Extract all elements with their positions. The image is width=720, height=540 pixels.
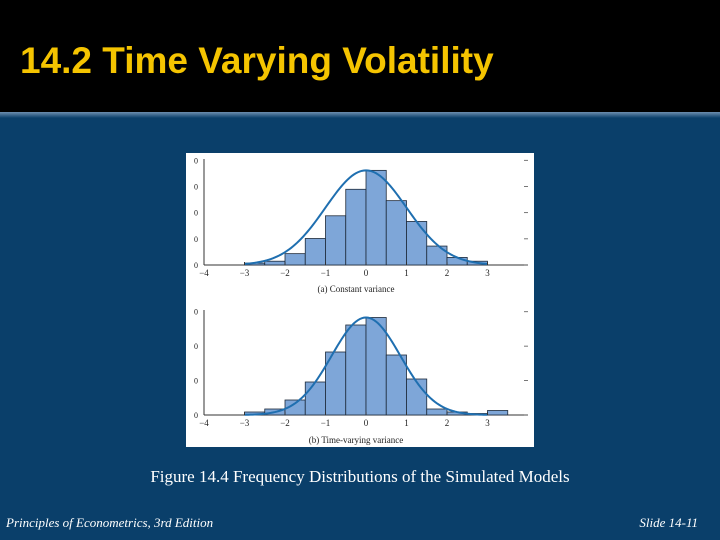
histogram-panel-b: −4 −3 −2 −1 0 1 2 3 0 0 0 0 (b) Time-varying varianc… (194, 308, 528, 445)
histogram-bar (446, 257, 468, 266)
figure-caption: Figure 14.4 Frequency Distributions of t… (150, 467, 570, 486)
x-tick-label: 2 (445, 418, 450, 428)
histogram-bar (385, 354, 407, 416)
histogram-bar (365, 169, 387, 266)
x-tick-label: 0 (364, 268, 369, 278)
histogram-bar (264, 260, 286, 266)
histogram-bar (304, 381, 326, 416)
title-bar (0, 0, 720, 112)
histogram-bar (325, 215, 347, 266)
histogram-bar (406, 378, 428, 416)
x-tick-label: −1 (321, 418, 331, 428)
x-tick-label: −1 (321, 268, 331, 278)
x-tick-label: −2 (280, 268, 290, 278)
y-tick-label: 0 (194, 235, 198, 244)
histogram-bar (487, 410, 509, 416)
y-tick-label: 0 (194, 411, 198, 420)
x-tick-label: −4 (199, 418, 209, 428)
x-tick-label: 0 (364, 418, 369, 428)
y-tick-label: 0 (194, 377, 198, 386)
histogram-bar (345, 188, 367, 266)
x-tick-label: 3 (485, 418, 490, 428)
y-tick-label: 0 (194, 308, 198, 317)
density-curve (244, 169, 488, 265)
histogram-figure: −4 −3 −2 −1 0 1 2 3 0 0 0 0 0 (a) Constant variance −4… (186, 153, 534, 447)
histogram-bar (304, 238, 326, 266)
x-tick-label: 1 (404, 268, 409, 278)
y-tick-label: 0 (194, 342, 198, 351)
histogram-bar (365, 317, 387, 416)
footer-book-title: Principles of Econometrics, 3rd Edition (6, 515, 214, 530)
histogram-bar (345, 324, 367, 416)
x-tick-label: 1 (404, 418, 409, 428)
density-curve (244, 316, 488, 416)
histogram-bar (385, 200, 407, 266)
histogram-bar (426, 245, 448, 266)
title-divider (0, 112, 720, 118)
x-tick-label: −4 (199, 268, 209, 278)
x-tick-label: 3 (485, 268, 490, 278)
footer-slide-number: Slide 14-11 (639, 515, 698, 530)
y-tick-label: 0 (194, 182, 198, 191)
y-tick-label: 0 (194, 261, 198, 270)
histogram-bar (284, 253, 306, 266)
y-tick-label: 0 (194, 156, 198, 165)
histogram-bar (406, 221, 428, 266)
slide-title: 14.2 Time Varying Volatility (20, 40, 494, 81)
histogram-bar (426, 408, 448, 416)
histogram-panel-a: −4 −3 −2 −1 0 1 2 3 0 0 0 0 0 (a) Constant variance (194, 156, 528, 294)
panel-caption: (b) Time-varying variance (309, 435, 403, 445)
y-tick-label: 0 (194, 209, 198, 218)
panel-caption: (a) Constant variance (318, 284, 395, 294)
x-tick-label: −3 (240, 418, 250, 428)
x-tick-label: −2 (280, 418, 290, 428)
x-tick-label: 2 (445, 268, 450, 278)
x-tick-label: −3 (240, 268, 250, 278)
